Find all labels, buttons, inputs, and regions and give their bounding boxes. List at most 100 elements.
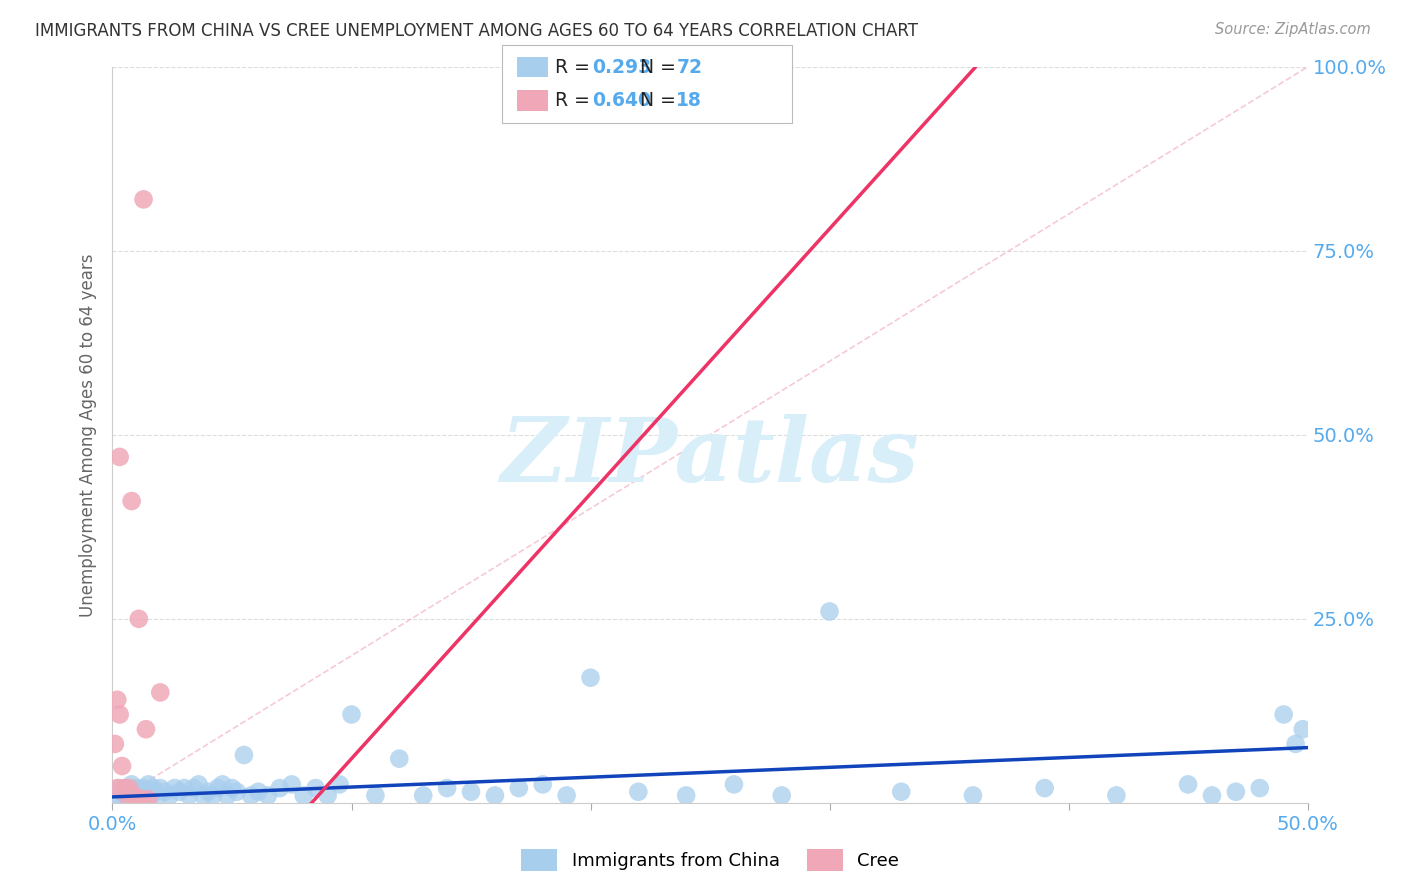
Point [257,789,280,803]
Point [292,789,315,803]
Text: Source: ZipAtlas.com: Source: ZipAtlas.com [1215,22,1371,37]
Text: N =: N = [640,57,682,77]
Text: R =: R = [555,91,596,111]
Y-axis label: Unemployment Among Ages 60 to 64 years: Unemployment Among Ages 60 to 64 years [79,253,97,616]
Point [1201,789,1223,803]
Point [122,789,145,803]
Point [128,789,150,803]
Point [225,785,247,799]
Point [770,789,793,803]
Point [233,747,256,762]
Point [281,777,304,791]
Text: 0.293: 0.293 [592,57,651,77]
Point [627,785,650,799]
Text: 0.640: 0.640 [592,91,651,111]
Point [125,781,148,796]
Point [1177,777,1199,791]
Point [412,789,434,803]
Point [364,789,387,803]
Point [1249,781,1271,796]
Point [129,785,152,799]
Point [962,789,984,803]
Text: R =: R = [555,57,596,77]
Point [108,707,131,722]
Point [105,789,128,803]
Point [890,785,912,799]
Point [115,781,138,796]
Point [579,671,602,685]
Point [105,692,128,706]
Point [193,789,215,803]
Point [316,789,339,803]
Point [105,781,128,796]
Point [305,781,328,796]
Point [142,781,165,796]
Point [115,789,138,803]
Point [135,723,157,737]
Point [139,789,162,803]
Point [183,781,205,796]
Point [1272,707,1295,722]
Point [121,777,143,791]
Point [818,605,841,619]
Point [388,751,411,765]
Point [122,785,145,799]
Point [153,785,176,799]
Point [1285,737,1308,751]
Point [221,781,243,796]
Point [531,777,554,791]
Point [173,781,195,796]
Point [675,789,697,803]
Point [723,777,745,791]
Point [484,789,506,803]
Point [145,785,167,799]
Point [197,785,219,799]
Point [104,737,127,751]
Point [149,781,172,796]
Point [187,777,209,791]
Point [118,789,141,803]
Point [1105,789,1128,803]
Point [1225,785,1247,799]
Point [114,781,135,796]
Point [138,777,160,791]
Point [118,781,141,796]
Text: 72: 72 [676,57,702,77]
Point [146,789,169,803]
Point [508,781,530,796]
Text: 18: 18 [676,91,702,111]
Legend: Immigrants from China, Cree: Immigrants from China, Cree [513,842,907,879]
Point [436,781,458,796]
Point [269,781,291,796]
Text: N =: N = [640,91,682,111]
Point [125,792,148,806]
Point [128,612,150,626]
Point [1033,781,1056,796]
Point [240,789,263,803]
Point [108,450,131,464]
Point [114,792,135,806]
Point [159,789,181,803]
Point [217,789,239,803]
Point [138,792,160,806]
Point [111,785,134,799]
Point [555,789,578,803]
Point [201,789,224,803]
Point [132,193,155,207]
Point [135,789,157,803]
Point [177,789,200,803]
Point [163,781,186,796]
Point [129,792,152,806]
Point [460,785,482,799]
Point [169,785,191,799]
Point [211,777,233,791]
Point [340,707,363,722]
Point [207,781,229,796]
Point [149,685,172,699]
Point [111,759,134,773]
Point [121,494,143,508]
Point [329,777,352,791]
Text: ZIPatlas: ZIPatlas [502,414,918,500]
Point [108,781,131,796]
Point [1292,723,1315,737]
